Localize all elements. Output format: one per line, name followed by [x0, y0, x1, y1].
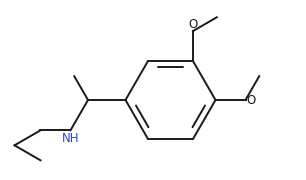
Text: NH: NH — [62, 132, 79, 145]
Text: O: O — [188, 18, 198, 31]
Text: O: O — [247, 93, 256, 107]
